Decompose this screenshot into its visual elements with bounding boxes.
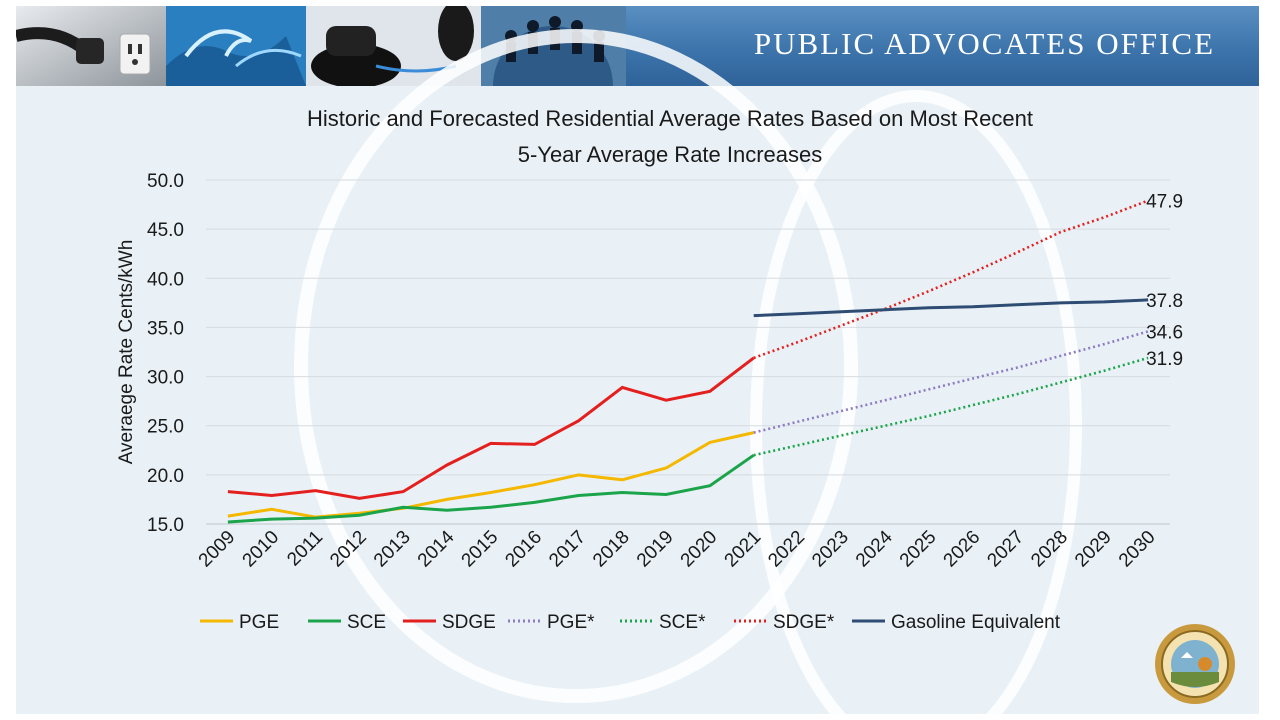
y-tick-label: 40.0 — [147, 269, 184, 290]
state-seal-icon — [1155, 624, 1235, 704]
y-tick-label: 45.0 — [147, 220, 184, 241]
x-tick-label: 2016 — [501, 527, 546, 572]
x-tick-label: 2020 — [677, 527, 722, 572]
gridlines — [206, 179, 1170, 525]
series-line-sdge- — [753, 199, 1149, 360]
x-tick-label: 2010 — [239, 527, 284, 572]
y-axis-label: Averaege Rate Cents/kWh — [116, 240, 137, 465]
plug-outlet-icon — [16, 6, 166, 86]
x-tick-label: 2030 — [1115, 527, 1160, 572]
x-tick-label: 2013 — [370, 527, 415, 572]
x-tick-label: 2022 — [764, 527, 809, 572]
legend-label: SDGE* — [773, 612, 835, 633]
series-line-gasoline-equivalent — [753, 298, 1149, 318]
header-title: PUBLIC ADVOCATES OFFICE — [753, 26, 1215, 61]
y-tick-label: 35.0 — [147, 318, 184, 339]
x-tick-label: 2021 — [721, 527, 766, 572]
legend-label: SCE* — [659, 612, 706, 633]
y-tick-labels: 15.0 20.0 25.0 30.0 35.0 40.0 45.0 50.0 — [147, 171, 184, 536]
series-line-sce- — [753, 356, 1149, 457]
series-line-sdge — [227, 356, 755, 500]
y-tick-label: 15.0 — [147, 515, 184, 536]
x-tick-label: 2024 — [852, 526, 897, 571]
series-line-pge- — [753, 330, 1149, 434]
x-tick-label: 2011 — [283, 527, 327, 571]
series-lines — [227, 199, 1149, 524]
end-value-label: 31.9 — [1146, 349, 1183, 370]
series-line-sce — [227, 453, 755, 524]
x-tick-label: 2017 — [545, 527, 590, 572]
chart-title-line-2: 5-Year Average Rate Increases — [518, 142, 823, 167]
legend-label: SDGE — [442, 612, 496, 633]
slide: PUBLIC ADVOCATES OFFICE — [16, 6, 1259, 714]
end-value-labels: 34.6 31.9 47.9 37.8 — [1146, 192, 1183, 370]
x-tick-label: 2019 — [633, 527, 678, 572]
x-tick-label: 2025 — [896, 527, 941, 572]
x-tick-label: 2012 — [326, 527, 371, 572]
x-tick-label: 2018 — [589, 527, 634, 572]
legend-label: PGE — [239, 612, 279, 633]
x-tick-label: 2029 — [1071, 527, 1116, 572]
end-value-label: 47.9 — [1146, 192, 1183, 213]
water-wave-icon — [166, 6, 306, 86]
x-tick-labels: 2009 2010 2011 2012 2013 2014 2015 2016 2017 2018… — [195, 526, 1160, 571]
x-tick-label: 2009 — [195, 527, 240, 572]
x-tick-label: 2028 — [1027, 527, 1072, 572]
y-tick-label: 50.0 — [147, 171, 184, 192]
x-tick-label: 2026 — [940, 527, 985, 572]
end-value-label: 37.8 — [1146, 291, 1183, 312]
legend: PGE SCE SDGE PGE* SCE* SDGE* Gasoline Equivale… — [200, 612, 1061, 633]
legend-label: SCE — [347, 612, 386, 633]
x-tick-label: 2014 — [414, 526, 459, 571]
chart-title-line-1: Historic and Forecasted Residential Aver… — [307, 106, 1033, 131]
end-value-label: 34.6 — [1146, 322, 1183, 343]
x-tick-label: 2015 — [458, 527, 503, 572]
y-tick-label: 30.0 — [147, 368, 184, 389]
y-tick-label: 20.0 — [147, 466, 184, 487]
legend-label: PGE* — [547, 612, 595, 633]
y-tick-label: 25.0 — [147, 417, 184, 438]
x-tick-label: 2027 — [983, 527, 1028, 572]
legend-label: Gasoline Equivalent — [891, 612, 1061, 633]
x-tick-label: 2023 — [808, 527, 853, 572]
